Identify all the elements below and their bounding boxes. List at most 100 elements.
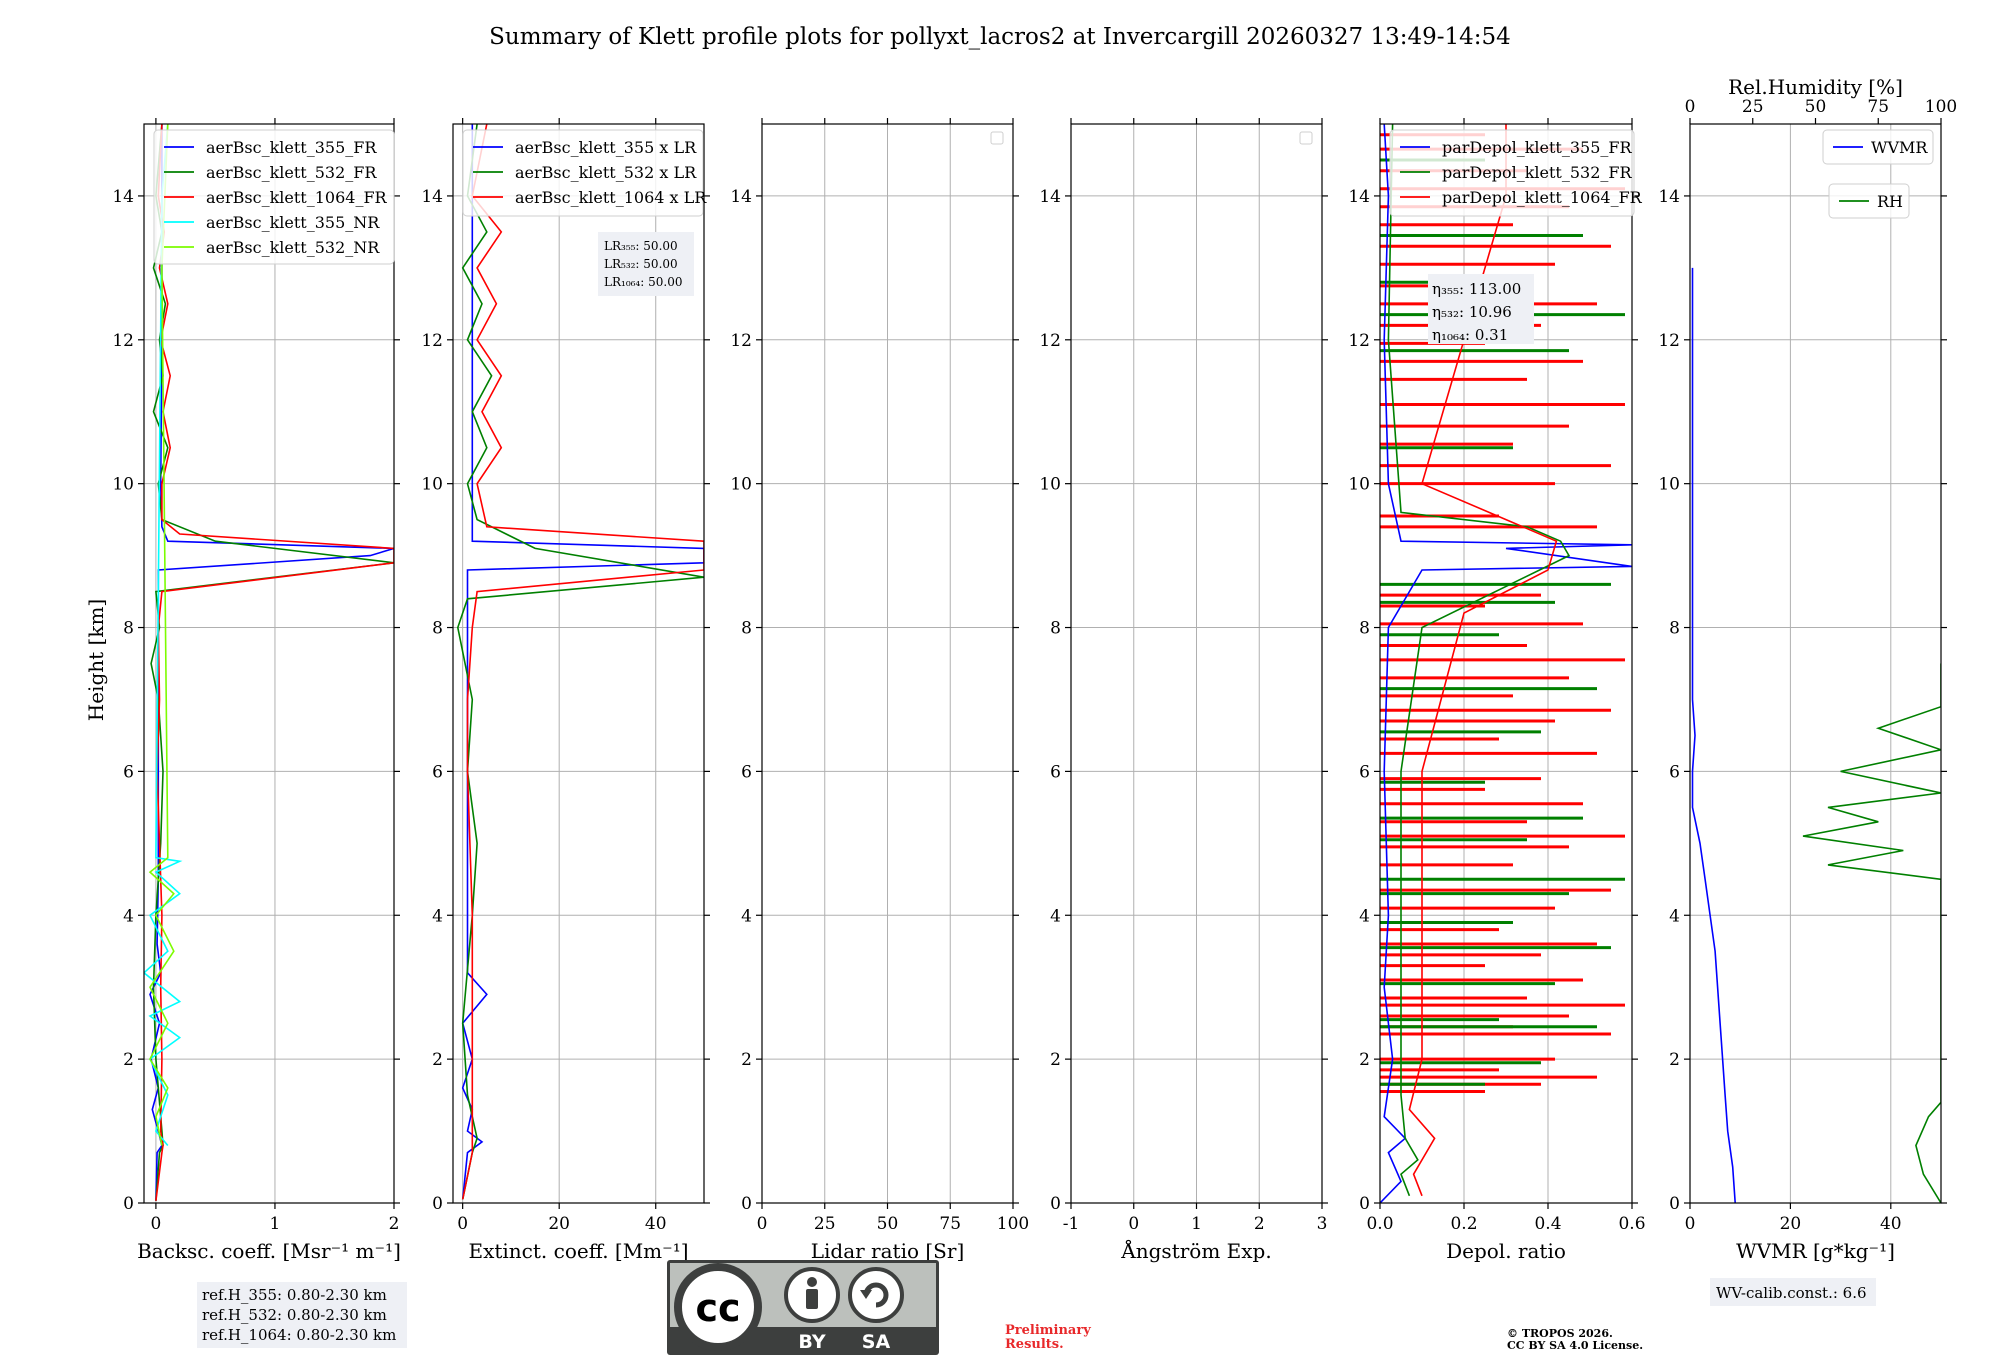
copyright-line-1: © TROPOS 2026.: [1507, 1327, 1613, 1340]
annotation-frame: [1428, 274, 1534, 344]
y-tick-label: 10: [1658, 475, 1680, 495]
x-tick-label: 0.6: [1618, 1214, 1645, 1234]
y-tick-label: 0: [1050, 1194, 1061, 1214]
y-tick-label: 14: [112, 187, 134, 207]
y-tick-label: 10: [1348, 475, 1370, 495]
y-tick-label: 14: [730, 187, 752, 207]
panel-frame: [452, 123, 705, 1204]
y-tick-label: 2: [432, 1050, 443, 1070]
annotation-box: LR₃₅₅: 50.00 LR₅₃₂: 50.00 LR₁₀₆₄: 50.00: [598, 232, 694, 296]
legend-entry: parDepol_klett_1064_FR: [1442, 188, 1643, 207]
y-tick-label: 2: [1669, 1050, 1680, 1070]
x-tick-label: 25: [814, 1214, 836, 1234]
annotation-box: η₃₅₅: 113.00 η₅₃₂: 10.96 η₁₀₆₄: 0.31: [1428, 274, 1534, 344]
y-tick-label: 6: [1359, 762, 1370, 782]
panel-lidar-ratio: 0 2 4 6 8 10 12 14 0 25 50 75 100 Lidar ratio [Sr]: [730, 118, 1029, 1263]
cc-by-label: BY: [798, 1331, 825, 1353]
x-tick-label: -1: [1063, 1214, 1080, 1234]
info-frame: [1710, 1278, 1876, 1306]
y-tick-label: 0: [123, 1194, 134, 1214]
y-axis-label: Height [km]: [84, 599, 108, 721]
x-axis-label: WVMR [g*kg⁻¹]: [1736, 1239, 1895, 1263]
x-tick-label: 1: [270, 1214, 281, 1234]
panel-frame: [143, 123, 395, 1204]
top-x-tick-label: 75: [1867, 97, 1889, 117]
y-tick-label: 4: [1359, 906, 1370, 926]
x-tick-label: 0.4: [1534, 1214, 1561, 1234]
top-x-tick-label: 0: [1685, 97, 1696, 117]
annotation-line: LR₁₀₆₄: 50.00: [604, 275, 682, 289]
top-x-axis-label: Rel.Humidity [%]: [1728, 75, 1903, 99]
annotation-line: η₅₃₂: 10.96: [1432, 303, 1512, 321]
x-tick-label: 2: [1254, 1214, 1265, 1234]
x-tick-label: 20: [548, 1214, 570, 1234]
preliminary-line-1: Preliminary: [1005, 1323, 1091, 1338]
x-axis-label: Lidar ratio [Sr]: [811, 1239, 965, 1263]
legend-frame: [153, 129, 395, 265]
y-tick-label: 2: [123, 1050, 134, 1070]
cc-logo-icon: [674, 1263, 762, 1351]
y-tick-label: 10: [1039, 475, 1061, 495]
y-tick-label: 6: [1669, 762, 1680, 782]
info-line: ref.H_532: 0.80-2.30 km: [202, 1306, 387, 1324]
by-person-body: [806, 1289, 818, 1309]
panel-frame: [1379, 123, 1633, 1204]
y-tick-label: 4: [432, 906, 443, 926]
sa-sharealike-icon: [848, 1267, 904, 1323]
legend-frame: [1822, 129, 1934, 165]
legend: aerBsc_klett_355_FR aerBsc_klett_532_FRae…: [153, 129, 395, 265]
y-tick-label: 8: [741, 619, 752, 639]
series-aerBsc_klett_355_NR: [144, 124, 183, 1147]
legend: WVMR RH: [1822, 129, 1934, 219]
empty-legend-box: [990, 131, 1004, 145]
series-group: [144, 124, 394, 1201]
annotation-frame: [598, 232, 694, 296]
legend-entry: aerBsc_klett_1064 x LR: [515, 188, 707, 207]
y-tick-label: 0: [1359, 1194, 1370, 1214]
y-tick-label: 0: [741, 1194, 752, 1214]
info-box: ref.H_355: 0.80-2.30 km ref.H_532: 0.80-2…: [197, 1282, 407, 1348]
x-tick-label: 0: [150, 1214, 161, 1234]
x-tick-label: 0: [1685, 1214, 1696, 1234]
legend-entry: aerBsc_klett_355 x LR: [515, 138, 697, 157]
y-tick-label: 12: [421, 331, 443, 351]
x-tick-label: 50: [877, 1214, 899, 1234]
legend-entry: RH: [1877, 192, 1903, 211]
series-aerBsc_klett_1064 x LR: [461, 124, 704, 1200]
series-WVMR: [1691, 267, 1736, 1203]
y-tick-label: 10: [421, 475, 443, 495]
series-aerBsc_klett_532_NR: [148, 124, 175, 1146]
x-tick-label: 3: [1317, 1214, 1328, 1234]
cc-license-badge[interactable]: cc BY SA: [667, 1260, 939, 1355]
series-group: [456, 124, 704, 1200]
y-tick-label: 14: [1039, 187, 1061, 207]
x-tick-label: 2: [389, 1214, 400, 1234]
panel-depol: 0 2 4 6 8 10 12 14 0.0 0.2 0.4 0.6 Depol. ratio parDe…: [1348, 118, 1646, 1263]
x-axis-label: Ångström Exp.: [1120, 1238, 1271, 1263]
y-tick-label: 8: [1359, 619, 1370, 639]
legend-entry: aerBsc_klett_355_NR: [206, 213, 380, 232]
x-tick-label: 0.0: [1366, 1214, 1393, 1234]
legend-entry: parDepol_klett_532_FR: [1442, 163, 1633, 182]
x-tick-label: 0: [1128, 1214, 1139, 1234]
x-tick-label: 0: [757, 1214, 768, 1234]
legend-entry: aerBsc_klett_1064_FR: [206, 188, 388, 207]
preliminary-line-2: Results.: [1005, 1337, 1064, 1352]
legend: parDepol_klett_355_FR parDepol_klett_532_…: [1389, 129, 1643, 217]
legend-entry: aerBsc_klett_355_FR: [206, 138, 377, 157]
x-tick-label: 75: [939, 1214, 961, 1234]
legend-entry: WVMR: [1871, 138, 1928, 157]
series-aerBsc_klett_532 x LR: [456, 124, 704, 1200]
info-line: ref.H_355: 0.80-2.30 km: [202, 1286, 387, 1304]
x-tick-label: 0: [457, 1214, 468, 1234]
sa-arrow-head: [860, 1290, 872, 1299]
y-tick-label: 6: [1050, 762, 1061, 782]
annotation-line: LR₅₃₂: 50.00: [604, 257, 678, 271]
info-line: WV-calib.const.: 6.6: [1716, 1284, 1867, 1302]
info-frame: [197, 1282, 407, 1348]
y-tick-label: 0: [1669, 1194, 1680, 1214]
